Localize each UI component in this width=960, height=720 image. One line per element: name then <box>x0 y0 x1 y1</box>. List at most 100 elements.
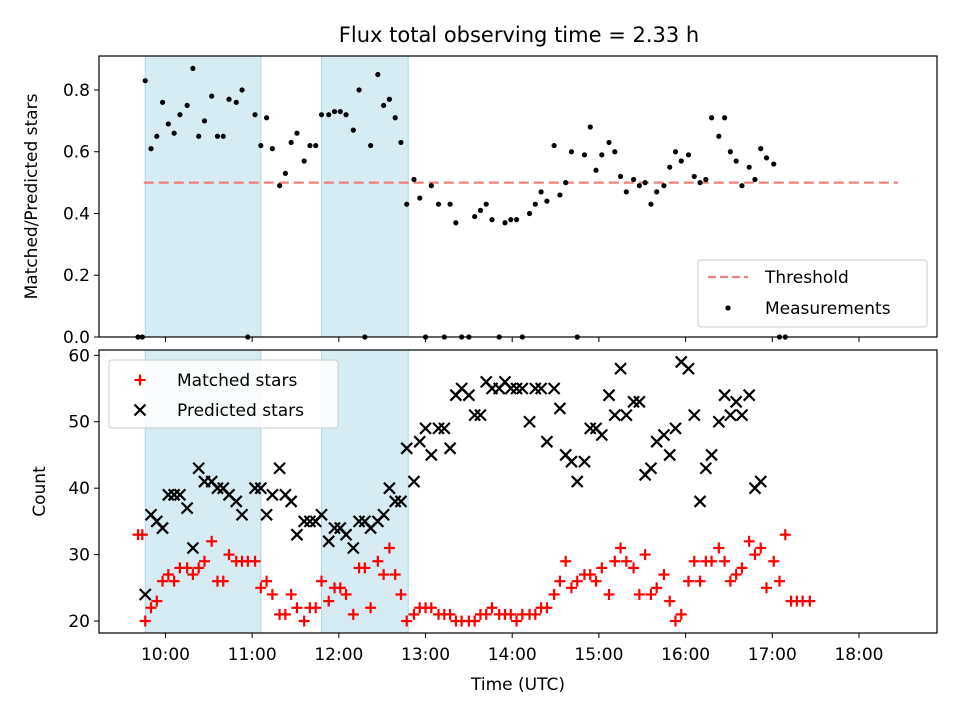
predicted-stars-points <box>138 355 768 601</box>
predicted-star-point <box>180 501 194 515</box>
measurement-point <box>294 130 300 136</box>
measurement-point <box>709 115 715 121</box>
matched-star-point <box>675 608 687 620</box>
x-tick-label: 17:00 <box>748 645 797 665</box>
bottom-x-ticks: 10:00 11:00 12:00 13:00 14:00 15:00 16:00 17:00… <box>141 633 883 665</box>
measurement-point <box>599 152 605 158</box>
observing-span-2 <box>321 55 409 338</box>
predicted-star-point <box>583 422 597 435</box>
predicted-star-point <box>540 435 554 448</box>
matched-star-point <box>223 549 235 561</box>
predicted-star-point <box>644 461 658 475</box>
measurement-point <box>453 220 459 226</box>
matched-star-point <box>217 575 229 587</box>
measurement-point <box>678 158 684 164</box>
top-legend: Threshold Measurements <box>697 259 928 328</box>
matched-star-point <box>664 595 676 607</box>
measurement-point <box>483 201 489 207</box>
matched-star-point <box>136 529 148 541</box>
matched-star-point <box>198 555 210 567</box>
matched-star-point <box>529 608 541 620</box>
matched-star-point <box>395 588 407 600</box>
predicted-star-point <box>156 521 169 535</box>
matched-star-point <box>694 575 706 587</box>
matched-star-point <box>590 575 602 587</box>
matched-star-point <box>511 615 523 627</box>
matched-star-point <box>505 608 517 620</box>
matched-star-point <box>633 588 645 600</box>
top-x-ticks <box>164 337 860 342</box>
matched-star-point <box>162 569 174 581</box>
matched-star-point <box>651 582 663 594</box>
measurement-point <box>544 198 550 204</box>
measurement-point <box>758 146 764 152</box>
predicted-star-point <box>712 415 726 429</box>
predicted-star-point <box>474 408 487 422</box>
matched-star-point <box>706 555 718 567</box>
measurement-point <box>667 164 673 170</box>
matched-star-point <box>480 608 492 620</box>
top-y-axis-label: Matched/Predicted stars <box>22 93 42 299</box>
top-shaded-spans <box>144 55 409 338</box>
x-tick-label: 18:00 <box>834 645 883 665</box>
matched-star-point <box>554 575 566 587</box>
matched-star-point <box>682 575 694 587</box>
measurement-point <box>190 65 196 71</box>
predicted-star-point <box>724 408 737 422</box>
measurement-point <box>277 183 283 189</box>
predicted-star-point <box>303 515 317 528</box>
measurement-point <box>171 130 177 136</box>
bottom-y-tick-label: 40 <box>68 479 90 499</box>
top-y-tick-label: 0.8 <box>63 81 90 101</box>
measurement-point <box>697 180 703 186</box>
predicted-star-point <box>735 408 749 422</box>
measurement-point <box>703 176 709 183</box>
measurement-point <box>184 102 190 109</box>
x-tick-label: 16:00 <box>661 645 710 665</box>
measurement-point <box>301 158 307 164</box>
predicted-star-point <box>443 442 457 455</box>
matched-star-point <box>730 569 742 581</box>
measurement-point <box>220 133 226 139</box>
matched-star-point <box>139 615 151 627</box>
chart-title: Flux total observing time = 2.33 h <box>339 23 699 47</box>
measurement-point <box>587 124 593 130</box>
matched-star-point <box>779 529 791 541</box>
bottom-panel: 20 30 40 50 60 10:00 11:00 12:00 13:00 14:00 15:0… <box>30 346 938 695</box>
matched-star-point <box>719 555 731 567</box>
predicted-star-point <box>663 448 676 462</box>
measurement-point <box>392 115 398 121</box>
bottom-y-tick-label: 20 <box>68 612 90 632</box>
predicted-star-point <box>705 448 718 462</box>
matched-star-point <box>261 575 273 587</box>
predicted-star-point <box>620 408 633 422</box>
bottom-y-axis-label: Count <box>30 466 50 517</box>
predicted-star-point <box>669 422 682 435</box>
measurement-point <box>617 173 624 180</box>
matched-star-point <box>365 602 377 614</box>
x-axis-label: Time (UTC) <box>470 675 565 695</box>
predicted-star-point <box>173 488 187 502</box>
bottom-y-ticks: 20 30 40 50 60 <box>68 346 99 632</box>
measurement-point <box>404 201 410 207</box>
matched-star-point <box>389 569 401 581</box>
measurement-point <box>502 220 508 226</box>
matched-star-point <box>669 615 681 627</box>
measurement-point <box>593 167 599 173</box>
matched-star-point <box>359 562 371 574</box>
x-tick-label: 10:00 <box>141 645 190 665</box>
matched-star-point <box>804 595 816 607</box>
measurement-point <box>472 213 478 220</box>
predicted-star-point <box>547 382 561 395</box>
observing-span-1 <box>144 55 262 338</box>
x-tick-label: 12:00 <box>314 645 363 665</box>
measurement-point <box>196 133 202 139</box>
matched-star-point <box>628 562 640 574</box>
matched-star-point <box>560 555 572 567</box>
matched-star-point <box>298 615 310 627</box>
matched-star-point <box>285 588 297 600</box>
predicted-star-point <box>419 422 432 435</box>
predicted-star-point <box>432 422 445 435</box>
predicted-star-point <box>400 442 414 455</box>
